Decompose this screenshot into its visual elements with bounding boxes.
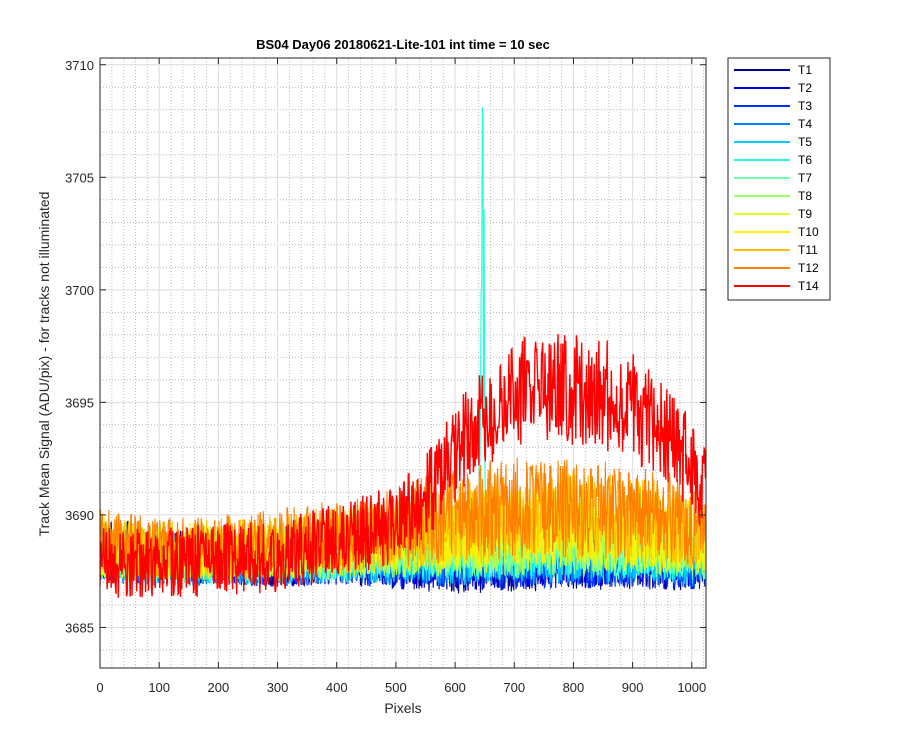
legend-label-t6: T6 [798,153,812,167]
legend-label-t1: T1 [798,63,812,77]
legend-label-t14: T14 [798,279,819,293]
x-tick-label: 700 [503,680,525,695]
y-axis-label: Track Mean Signal (ADU/pix) - for tracks… [36,192,52,537]
legend-label-t5: T5 [798,135,812,149]
legend-label-t3: T3 [798,99,812,113]
x-tick-label: 300 [267,680,289,695]
legend-label-t4: T4 [798,117,812,131]
y-tick-label: 3690 [65,508,94,523]
x-tick-label: 100 [148,680,170,695]
series-line-t14 [100,334,706,598]
legend-label-t10: T10 [798,225,819,239]
legend-label-t2: T2 [798,81,812,95]
x-tick-label: 500 [385,680,407,695]
x-tick-label: 1000 [677,680,706,695]
x-tick-label: 900 [622,680,644,695]
axis-tick-labels: 0 100 200 300 400 500 600 700 800 900 1000 3685 3690… [65,58,706,695]
legend-label-t11: T11 [798,243,818,257]
y-tick-label: 3705 [65,170,94,185]
legend-label-t12: T12 [798,261,819,275]
x-tick-label: 600 [444,680,466,695]
legend-label-t7: T7 [798,171,812,185]
legend-label-t8: T8 [798,189,812,203]
x-tick-label: 400 [326,680,348,695]
chart-title: BS04 Day06 20180621-Lite-101 int time = … [256,37,550,52]
series-layer [100,107,706,598]
y-tick-label: 3685 [65,620,94,635]
x-tick-label: 200 [208,680,230,695]
legend-label-t9: T9 [798,207,812,221]
axis-ticks [99,58,706,668]
x-axis-label: Pixels [384,700,421,716]
y-tick-label: 3700 [65,283,94,298]
plot-frame [99,57,707,669]
legend: T1 T2 T3 T4 T5 T6 T7 T8 T9 T10 T11 T12 T14 [727,57,831,301]
x-tick-label: 800 [563,680,585,695]
y-tick-label: 3695 [65,395,94,410]
x-tick-label: 0 [96,680,103,695]
y-tick-label: 3710 [65,58,94,73]
